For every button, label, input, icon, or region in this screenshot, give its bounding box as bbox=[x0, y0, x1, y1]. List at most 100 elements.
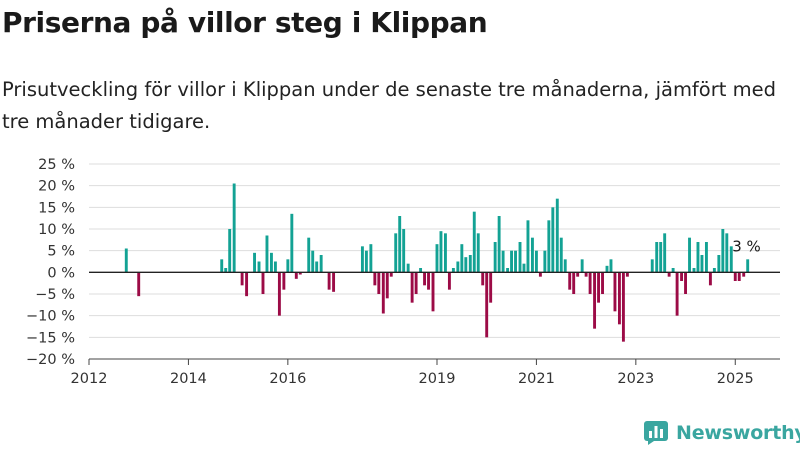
bar bbox=[617, 272, 621, 325]
bar bbox=[588, 272, 592, 294]
bar bbox=[506, 268, 510, 273]
x-tick-label: 2016 bbox=[269, 371, 306, 387]
bar bbox=[447, 272, 451, 290]
bar bbox=[443, 233, 447, 273]
bar bbox=[451, 268, 455, 273]
bar bbox=[410, 272, 414, 303]
bar bbox=[650, 259, 654, 273]
bar bbox=[381, 272, 385, 314]
bar bbox=[224, 268, 228, 273]
x-tick-label: 2023 bbox=[617, 371, 654, 387]
bar bbox=[439, 231, 443, 273]
bar bbox=[257, 261, 261, 273]
y-tick-label: −15 % bbox=[26, 330, 75, 346]
bar bbox=[269, 252, 273, 273]
bar bbox=[377, 272, 381, 294]
bar bbox=[294, 272, 298, 279]
bar bbox=[563, 259, 567, 273]
bar bbox=[576, 272, 580, 277]
bar-chart: 25 % 20 % 15 % 10 % 5 % 0 % −5 % −10 % −15 % −20 … bbox=[26, 157, 780, 387]
bar bbox=[332, 272, 336, 292]
axes bbox=[88, 271, 780, 365]
bar bbox=[725, 233, 729, 273]
x-tick-label: 2019 bbox=[419, 371, 456, 387]
y-tick-label: −10 % bbox=[26, 309, 75, 325]
bar bbox=[402, 229, 406, 273]
bar bbox=[298, 272, 302, 275]
bar bbox=[659, 242, 663, 273]
bar bbox=[485, 272, 489, 338]
bar bbox=[406, 263, 410, 273]
bar bbox=[675, 272, 679, 316]
bar-chart-icon bbox=[644, 421, 668, 445]
bar bbox=[510, 250, 513, 273]
bar bbox=[559, 237, 563, 273]
bar bbox=[137, 272, 141, 297]
bar bbox=[621, 272, 625, 342]
bar bbox=[742, 272, 746, 277]
bar bbox=[364, 250, 368, 273]
last-value-annotation: 3 % bbox=[732, 237, 761, 255]
bar bbox=[708, 272, 712, 286]
bar bbox=[597, 272, 600, 303]
brand-name: Newsworthy bbox=[676, 422, 800, 444]
bar bbox=[277, 272, 281, 316]
x-tick-label: 2014 bbox=[170, 371, 207, 387]
bar bbox=[733, 272, 737, 281]
bar bbox=[261, 272, 265, 294]
labels: 25 % 20 % 15 % 10 % 5 % 0 % −5 % −10 % −15 % −20 … bbox=[26, 157, 761, 387]
bar bbox=[456, 261, 460, 273]
bar bbox=[394, 233, 398, 273]
bar bbox=[522, 263, 526, 273]
bar bbox=[315, 261, 319, 273]
bar bbox=[593, 272, 597, 329]
y-tick-label: −5 % bbox=[35, 287, 75, 303]
bar bbox=[609, 259, 613, 273]
bar bbox=[273, 261, 277, 273]
bar bbox=[385, 272, 389, 299]
bar bbox=[547, 220, 551, 273]
bar bbox=[580, 259, 584, 273]
bar bbox=[692, 268, 696, 273]
y-tick-label: 5 % bbox=[47, 244, 75, 260]
brand-logo: Newsworthy bbox=[644, 420, 800, 446]
bar bbox=[282, 272, 286, 290]
bar bbox=[481, 272, 485, 286]
bar bbox=[555, 198, 559, 273]
bar bbox=[319, 255, 323, 273]
bar bbox=[526, 220, 530, 273]
bar bbox=[543, 250, 547, 273]
bar bbox=[464, 257, 468, 273]
chart-title: Priserna på villor steg i Klippan bbox=[2, 6, 488, 39]
bar bbox=[663, 233, 667, 273]
y-tick-label: 15 % bbox=[38, 200, 75, 216]
bar bbox=[286, 259, 290, 273]
bar bbox=[472, 211, 476, 273]
bar bbox=[721, 229, 725, 273]
bar bbox=[501, 250, 505, 273]
bar bbox=[245, 272, 249, 297]
bar bbox=[427, 272, 430, 290]
bar bbox=[518, 242, 522, 273]
bar bbox=[601, 272, 604, 294]
bar bbox=[414, 272, 418, 294]
y-tick-label: 20 % bbox=[38, 179, 75, 195]
bar bbox=[551, 207, 555, 273]
bar bbox=[613, 272, 617, 312]
bar bbox=[253, 252, 256, 273]
bar bbox=[667, 272, 671, 277]
bar bbox=[538, 272, 542, 277]
bar bbox=[655, 242, 659, 273]
bar bbox=[468, 255, 472, 273]
bar bbox=[534, 250, 538, 273]
x-tick-label: 2021 bbox=[518, 371, 555, 387]
bar bbox=[700, 255, 704, 273]
bar bbox=[124, 248, 128, 273]
bar bbox=[717, 255, 721, 273]
bar bbox=[605, 265, 609, 273]
bar bbox=[684, 272, 687, 294]
bar bbox=[435, 244, 439, 273]
bar bbox=[489, 272, 493, 303]
grid-lines bbox=[89, 163, 780, 360]
bars bbox=[124, 183, 750, 342]
